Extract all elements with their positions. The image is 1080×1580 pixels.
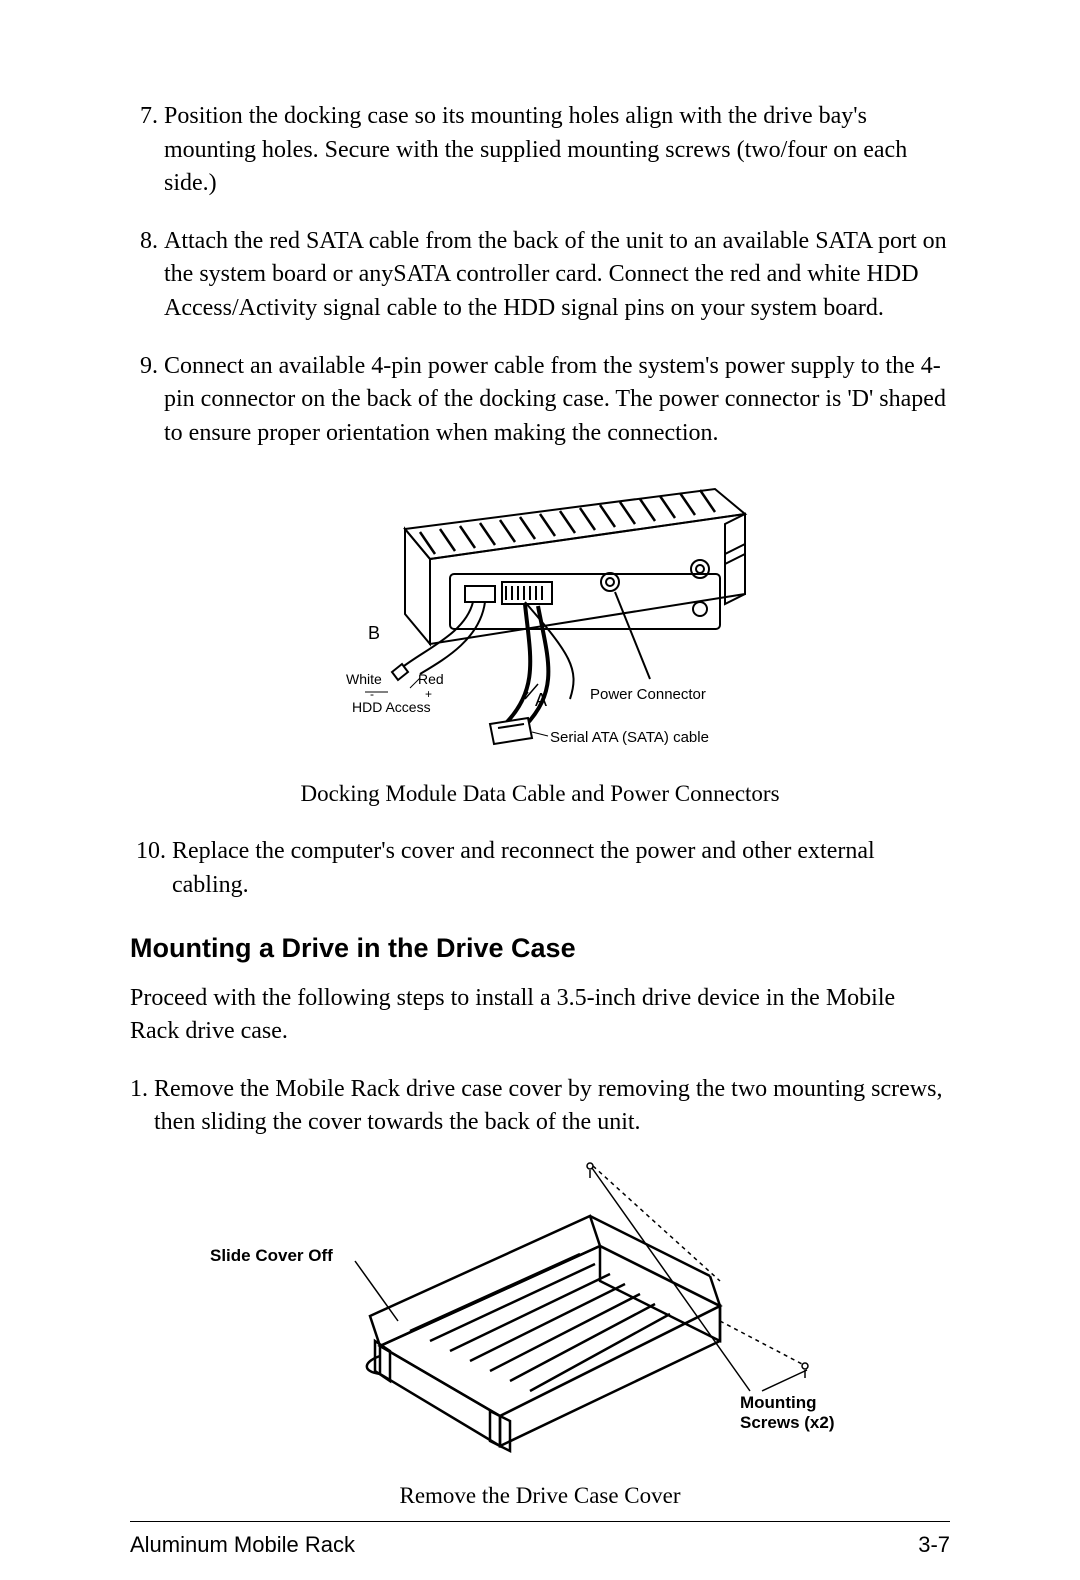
step-text: Position the docking case so its mountin… (164, 100, 950, 201)
step-text: Replace the computer's cover and reconne… (172, 835, 950, 902)
step-7: 7. Position the docking case so its moun… (130, 100, 950, 201)
page-footer: Aluminum Mobile Rack 3-7 (130, 1521, 950, 1558)
step-9: 9. Connect an available 4-pin power cabl… (130, 350, 950, 451)
step-text: Remove the Mobile Rack drive case cover … (154, 1073, 950, 1140)
step-num: 8. (130, 225, 164, 326)
label-power-connector: Power Connector (590, 686, 706, 703)
label-red: Red (418, 671, 444, 687)
step-num: 9. (130, 350, 164, 451)
label-sata-cable: Serial ATA (SATA) cable (550, 729, 709, 746)
figure1-caption: Docking Module Data Cable and Power Conn… (130, 781, 950, 807)
step-text: Attach the red SATA cable from the back … (164, 225, 950, 326)
label-hdd-access: HDD Access (352, 699, 431, 715)
step-num: 1. (130, 1073, 154, 1140)
label-white: White (346, 671, 382, 687)
section-intro: Proceed with the following steps to inst… (130, 982, 950, 1049)
label-mounting: Mounting (740, 1393, 816, 1412)
section-heading: Mounting a Drive in the Drive Case (130, 933, 950, 964)
label-a: A (535, 690, 547, 710)
label-screws: Screws (x2) (740, 1413, 835, 1432)
step-num: 7. (130, 100, 164, 201)
label-slide-cover-off: Slide Cover Off (210, 1246, 333, 1265)
step-num: 10. (130, 835, 172, 902)
label-b: B (368, 623, 380, 643)
footer-left: Aluminum Mobile Rack (130, 1532, 355, 1558)
figure2-caption: Remove the Drive Case Cover (130, 1483, 950, 1509)
step-8: 8. Attach the red SATA cable from the ba… (130, 225, 950, 326)
step-1-mounting: 1. Remove the Mobile Rack drive case cov… (130, 1073, 950, 1140)
step-text: Connect an available 4-pin power cable f… (164, 350, 950, 451)
step-10: 10. Replace the computer's cover and rec… (130, 835, 950, 902)
figure-drive-case-cover: Slide Cover Off Mounting Screws (x2) (130, 1146, 950, 1471)
footer-right: 3-7 (918, 1532, 950, 1558)
figure-docking-module: B White Red - + HDD Access A Power Conne… (130, 474, 950, 769)
